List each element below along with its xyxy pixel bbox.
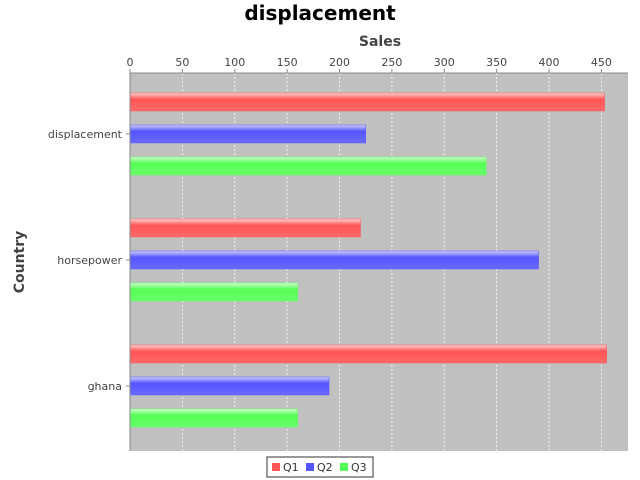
x-axis-ticks: 0 50 100 150 200 250 300 350 400 450: [127, 56, 612, 73]
bar-q2-horsepower: [129, 250, 539, 270]
legend: Q1 Q2 Q3: [266, 456, 374, 478]
bar-q1-ghana: [129, 344, 607, 364]
x-tick-label: 50: [175, 56, 189, 69]
x-tick-label: 300: [434, 56, 455, 69]
x-tick-label: 0: [127, 56, 134, 69]
bar-q3-horsepower: [129, 282, 298, 302]
x-tick-label: 150: [277, 56, 298, 69]
chart-title: displacement: [244, 1, 396, 25]
bar-q1-displacement: [129, 92, 605, 112]
legend-label-q2: Q2: [317, 461, 333, 474]
x-tick-label: 100: [224, 56, 245, 69]
x-tick-label: 250: [381, 56, 402, 69]
category-label: ghana: [88, 380, 122, 393]
x-tick-label: 400: [539, 56, 560, 69]
bar-q3-displacement: [129, 156, 487, 176]
legend-swatch-q1: [272, 463, 280, 471]
legend-box: [266, 456, 374, 478]
legend-swatch-q2: [306, 463, 314, 471]
legend-swatch-q3: [340, 463, 348, 471]
category-label: displacement: [48, 128, 123, 141]
x-tick-label: 350: [486, 56, 507, 69]
x-tick-label: 450: [591, 56, 612, 69]
y-axis-label: Country: [12, 231, 28, 294]
bar-q3-ghana: [129, 408, 298, 428]
bar-q2-ghana: [129, 376, 330, 396]
bar-q1-horsepower: [129, 218, 361, 238]
category-label: horsepower: [57, 254, 122, 267]
x-axis-label: Sales: [359, 34, 401, 50]
y-axis-categories: displacement horsepower ghana: [48, 128, 130, 393]
bar-q2-displacement: [129, 124, 366, 144]
legend-label-q1: Q1: [283, 461, 299, 474]
bars: [129, 92, 607, 428]
x-tick-label: 200: [329, 56, 350, 69]
legend-label-q3: Q3: [351, 461, 367, 474]
